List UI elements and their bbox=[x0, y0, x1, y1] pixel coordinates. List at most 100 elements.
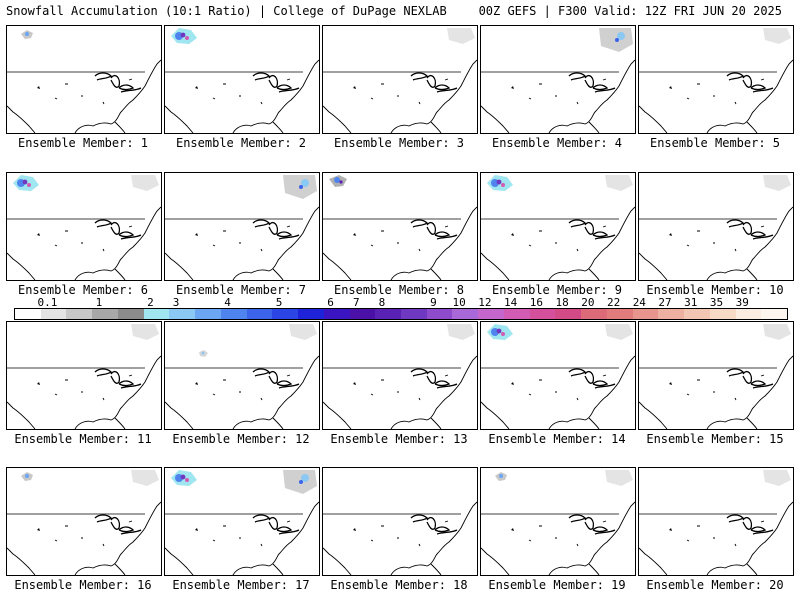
florida bbox=[272, 563, 284, 575]
colorbar-tick-label: 16 bbox=[529, 296, 543, 309]
snowfall-area-nw bbox=[487, 175, 513, 191]
ensemble-member-label: Ensemble Member: 14 bbox=[488, 432, 626, 446]
us-basemap bbox=[481, 175, 635, 280]
us-basemap bbox=[639, 324, 793, 429]
ensemble-member-label: Ensemble Member: 4 bbox=[491, 136, 623, 150]
map-title: Snowfall Accumulation (10:1 Ratio) | Col… bbox=[6, 4, 447, 18]
colorbar-swatch bbox=[195, 309, 221, 319]
us-basemap bbox=[323, 501, 477, 575]
colorbar-swatch bbox=[606, 309, 633, 319]
great-lakes bbox=[568, 72, 616, 93]
colorbar-tick-label: 4 bbox=[224, 296, 231, 309]
florida bbox=[272, 268, 284, 280]
colorbar-tick-label: 3 bbox=[172, 296, 180, 309]
us-coastline bbox=[481, 206, 635, 280]
us-basemap bbox=[639, 470, 793, 575]
colorbar-tick-label: 10 bbox=[452, 296, 466, 309]
snowfall-area-ne bbox=[763, 324, 791, 340]
lake-marks bbox=[370, 520, 449, 547]
colorbar-swatch bbox=[426, 309, 453, 319]
florida bbox=[430, 268, 442, 280]
ensemble-map-4 bbox=[480, 25, 636, 134]
us-coastline bbox=[323, 59, 477, 133]
colorbar-swatch bbox=[761, 309, 788, 319]
florida bbox=[588, 121, 600, 133]
great-lakes bbox=[94, 72, 142, 93]
colorbar-swatch bbox=[478, 309, 504, 319]
lake-marks bbox=[686, 78, 765, 105]
great-salt-lake bbox=[669, 233, 672, 236]
lake-marks bbox=[528, 225, 607, 252]
lake-marks bbox=[370, 225, 449, 252]
snowfall-area-nw bbox=[21, 30, 33, 39]
colorbar-tick-label: 27 bbox=[658, 296, 672, 309]
ensemble-map-14 bbox=[480, 321, 636, 430]
ensemble-member-label: Ensemble Member: 16 bbox=[14, 578, 152, 592]
ensemble-map-2 bbox=[164, 25, 320, 134]
great-salt-lake bbox=[353, 233, 356, 236]
colorbar-swatch bbox=[143, 309, 170, 319]
great-salt-lake bbox=[195, 382, 198, 385]
us-coastline bbox=[323, 501, 477, 575]
great-salt-lake bbox=[353, 382, 356, 385]
colorbar-swatch bbox=[684, 309, 710, 319]
lake-marks bbox=[212, 225, 291, 252]
us-coastline bbox=[481, 355, 635, 429]
us-basemap bbox=[639, 175, 793, 280]
great-lakes bbox=[252, 514, 300, 535]
colorbar-swatch bbox=[169, 309, 196, 319]
ensemble-member-label: Ensemble Member: 13 bbox=[330, 432, 468, 446]
snowfall-area-ne bbox=[605, 324, 633, 340]
lake-marks bbox=[528, 78, 607, 105]
us-coastline bbox=[165, 59, 319, 133]
great-lakes bbox=[568, 514, 616, 535]
great-salt-lake bbox=[511, 233, 514, 236]
lake-marks bbox=[54, 520, 133, 547]
colorbar-tick-label: 6 bbox=[327, 296, 334, 309]
great-salt-lake bbox=[195, 233, 198, 236]
colorbar-swatch bbox=[375, 309, 402, 319]
us-coastline bbox=[639, 59, 793, 133]
snowfall-area-nw bbox=[329, 175, 347, 187]
colorbar-swatch bbox=[503, 309, 530, 319]
ensemble-member-label: Ensemble Member: 19 bbox=[488, 578, 626, 592]
ensemble-map-15 bbox=[638, 321, 794, 430]
snowfall-area-nw bbox=[171, 28, 197, 44]
great-salt-lake bbox=[353, 528, 356, 531]
great-salt-lake bbox=[511, 382, 514, 385]
great-salt-lake bbox=[37, 233, 40, 236]
us-basemap bbox=[7, 175, 161, 280]
colorbar-swatch bbox=[632, 309, 659, 319]
colorbar-tick-label: 5 bbox=[275, 296, 283, 309]
colorbar-swatch bbox=[92, 309, 118, 319]
ensemble-map-17 bbox=[164, 467, 320, 576]
ensemble-member-label: Ensemble Member: 3 bbox=[333, 136, 465, 150]
lake-marks bbox=[686, 374, 765, 401]
colorbar-swatch bbox=[709, 309, 736, 319]
colorbar-tick-label: 0.1 bbox=[37, 296, 58, 309]
great-salt-lake bbox=[669, 86, 672, 89]
ensemble-map-1 bbox=[6, 25, 162, 134]
colorbar-swatch bbox=[323, 309, 350, 319]
snowfall-area-ne bbox=[763, 28, 791, 44]
colorbar-tick-label: 18 bbox=[555, 296, 569, 309]
colorbar-tick-label: 35 bbox=[709, 296, 724, 309]
ensemble-map-3 bbox=[322, 25, 478, 134]
great-lakes bbox=[726, 219, 774, 240]
colorbar-swatch bbox=[298, 309, 324, 319]
great-salt-lake bbox=[37, 382, 40, 385]
great-lakes bbox=[252, 219, 300, 240]
ensemble-member-label: Ensemble Member: 9 bbox=[491, 283, 623, 297]
lake-marks bbox=[54, 225, 133, 252]
great-salt-lake bbox=[511, 86, 514, 89]
ensemble-member-label: Ensemble Member: 18 bbox=[330, 578, 468, 592]
snowfall-area-ne bbox=[763, 470, 791, 486]
lake-marks bbox=[370, 78, 449, 105]
great-salt-lake bbox=[195, 528, 198, 531]
ensemble-map-6 bbox=[6, 172, 162, 281]
snowfall-area-nw bbox=[171, 470, 197, 486]
colorbar-tick-label: 1 bbox=[95, 296, 103, 309]
great-salt-lake bbox=[669, 382, 672, 385]
great-lakes bbox=[568, 368, 616, 389]
lake-marks bbox=[686, 520, 765, 547]
